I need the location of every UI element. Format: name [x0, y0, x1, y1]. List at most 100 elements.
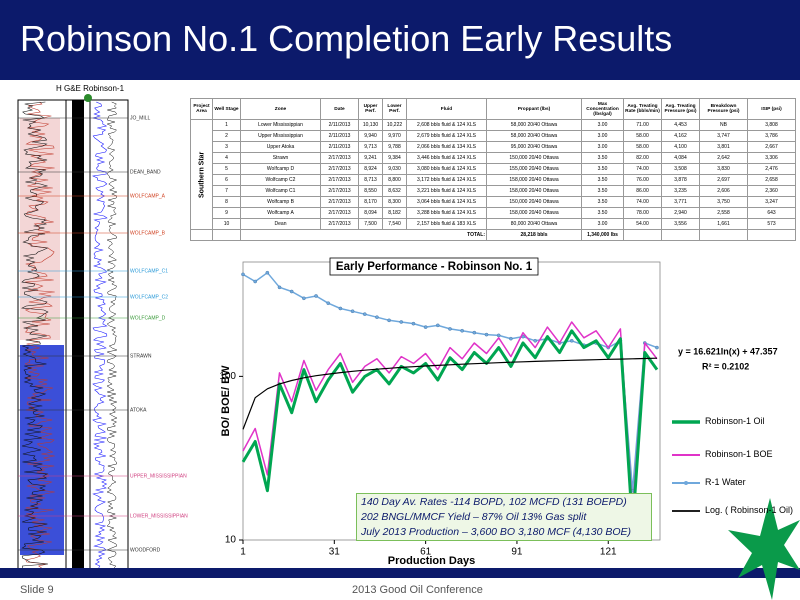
table-cell: 9: [212, 207, 241, 219]
table-cell: 3,801: [699, 141, 748, 153]
trend-r-squared: R² = 0.2102: [702, 361, 749, 371]
table-cell: 3,172 bbls fluid & 124 XLS: [406, 174, 487, 186]
series-marker: [484, 332, 489, 337]
table-cell: [212, 229, 241, 241]
table-cell: 3: [212, 141, 241, 153]
series-marker: [289, 289, 294, 294]
table-cell: 158,000 20/40 Ottawa: [486, 174, 582, 186]
series-line: [242, 357, 658, 430]
table-cell: 5: [212, 163, 241, 175]
legend-marker: [684, 481, 688, 485]
series-marker: [277, 285, 282, 290]
table-cell: 3,080 bbls fluid & 124 XLS: [406, 163, 487, 175]
table-row: 4 Strawn 2/17/2013 9,241 9,384 3,446 bbls flu…: [191, 152, 796, 164]
series-marker: [533, 338, 538, 343]
table-cell: 8,713: [358, 174, 383, 186]
table-cell: 3.00: [581, 130, 624, 142]
table-cell: Wolfcamp C1: [240, 185, 321, 197]
note-line: 140 Day Av. Rates -114 BOPD, 102 MCFD (1…: [361, 496, 627, 508]
formation-label: STRAWN: [130, 353, 152, 359]
chart-title: Early Performance - Robinson No. 1: [336, 261, 533, 273]
table-cell: 3,306: [747, 152, 796, 164]
table-cell: 3,771: [661, 196, 700, 208]
table-cell: 2,608 bbls fluid & 124 XLS: [406, 119, 487, 131]
x-tick-label: 1: [240, 547, 246, 558]
column-header: Project Area: [190, 98, 213, 120]
total-label: TOTAL:: [240, 229, 487, 241]
y-axis-label: BO/ BOE/ BW: [220, 365, 232, 437]
table-row: 9 Wolfcamp A 2/17/2013 8,094 8,182 3,288 bbls…: [191, 207, 796, 219]
table-cell: 3,750: [699, 196, 748, 208]
table-row: 6 Wolfcamp C2 2/17/2013 8,713 8,800 3,172 bbl…: [191, 174, 796, 186]
table-cell: 10,130: [358, 119, 383, 131]
series-marker: [448, 327, 452, 331]
table-cell: [661, 229, 700, 241]
table-cell: 8,800: [382, 174, 407, 186]
table-cell: 58,000 20/40 Ottawa: [486, 130, 582, 142]
series-marker: [411, 321, 416, 326]
table-cell: 2,558: [699, 207, 748, 219]
footer-event: 2013 Good Oil Conference: [352, 584, 483, 596]
series-marker: [362, 312, 367, 316]
table-cell: 82.00: [623, 152, 662, 164]
series-marker: [387, 318, 391, 323]
table-cell: 2/17/2013: [320, 174, 359, 186]
table-cell: 9,788: [382, 141, 407, 153]
table-cell: Strawn: [240, 152, 321, 164]
table-cell: 8,550: [358, 185, 383, 197]
table-cell: 4,453: [661, 119, 700, 131]
table-cell: 643: [747, 207, 796, 219]
table-cell: 3.50: [581, 207, 624, 219]
table-cell: Dean: [240, 218, 321, 230]
table-cell: 2/17/2013: [320, 218, 359, 230]
x-tick-label: 61: [420, 547, 432, 558]
table-cell: 58.00: [623, 130, 662, 142]
table-cell: 2,667: [747, 141, 796, 153]
table-cell: 3.50: [581, 152, 624, 164]
y-tick-label: 100: [219, 371, 236, 382]
table-cell: 2/17/2013: [320, 163, 359, 175]
note-line: July 2013 Production – 3,600 BO 3,180 MC…: [361, 526, 632, 538]
series-marker: [375, 315, 379, 319]
table-cell: 80,000 20/40 Ottawa: [486, 218, 582, 230]
table-cell: 10,222: [382, 119, 407, 131]
table-cell: Lower Mississippian: [240, 119, 321, 131]
table-cell: 3.00: [581, 218, 624, 230]
header: Robinson No.1 Completion Early Results: [0, 0, 800, 80]
table-cell: 1: [212, 119, 241, 131]
table-cell: Wolfcamp D: [240, 163, 321, 175]
log-curve: [106, 101, 118, 569]
series-marker: [241, 272, 245, 277]
column-header: Date: [320, 98, 359, 120]
table-cell: 74.00: [623, 196, 662, 208]
series-line: [242, 321, 658, 512]
table-cell: 150,000 20/40 Ottawa: [486, 196, 582, 208]
table-cell: 2,606: [699, 185, 748, 197]
log-curve: [91, 101, 108, 569]
column-header: Well Stage: [212, 98, 241, 120]
series-marker: [326, 301, 331, 306]
table-cell: 8,170: [358, 196, 383, 208]
table-cell: 3,064 bbls fluid & 124 XLS: [406, 196, 487, 208]
table-row: 2 Upper Mississippian 2/11/2013 9,940 9,970 2…: [191, 130, 796, 142]
table-cell: 3,446 bbls fluid & 124 XLS: [406, 152, 487, 164]
table-cell: 2: [212, 130, 241, 142]
table-cell: 8,182: [382, 207, 407, 219]
well-log-title: H G&E Robinson-1: [56, 84, 125, 93]
table-row: 7 Wolfcamp C1 2/17/2013 8,550 8,632 3,221 bbl…: [191, 185, 796, 197]
table-cell: 3,247: [747, 196, 796, 208]
series-marker: [460, 328, 464, 333]
column-header: Proppant (lbs): [486, 98, 582, 120]
table-cell: 4,162: [661, 130, 700, 142]
table-cell: 2/11/2013: [320, 141, 359, 153]
footer-slide: Slide 9: [20, 584, 54, 596]
table-cell: Upper Atoka: [240, 141, 321, 153]
table-cell: Wolfcamp B: [240, 196, 321, 208]
table-cell: 58,000 20/40 Ottawa: [486, 119, 582, 131]
stimulation-table: Project Area Well Stage Zone Date Upper Perf…: [190, 98, 796, 241]
table-cell: 3.50: [581, 185, 624, 197]
table-cell: 9,940: [358, 130, 383, 142]
table-cell: 2,642: [699, 152, 748, 164]
table-cell: 86.00: [623, 185, 662, 197]
column-header: Fluid: [406, 98, 487, 120]
